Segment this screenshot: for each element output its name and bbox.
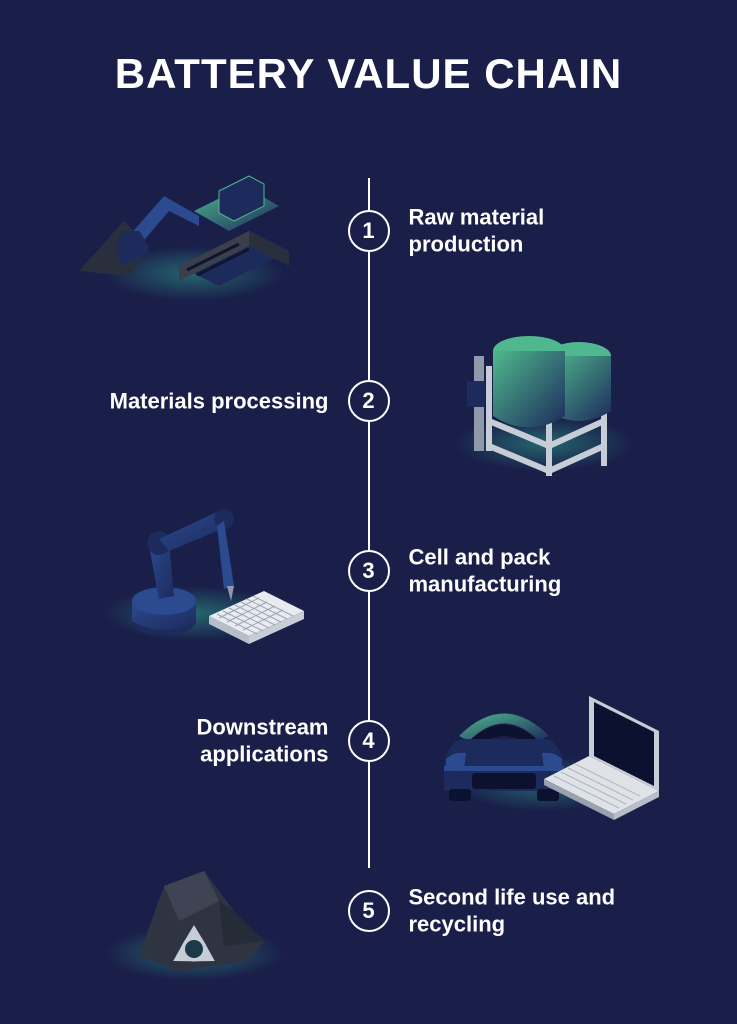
step-label: Second life use and recycling [409, 883, 659, 938]
step-label: Downstream applications [79, 713, 329, 768]
step-4: Downstream applications 4 [0, 653, 737, 828]
step-badge: 4 [348, 720, 390, 762]
step-badge: 1 [348, 210, 390, 252]
page-title: BATTERY VALUE CHAIN [0, 0, 737, 98]
step-badge: 2 [348, 380, 390, 422]
car-laptop-icon [419, 661, 669, 821]
recycle-icon [69, 831, 319, 991]
value-chain: 1 Raw material production Materials proc… [0, 143, 737, 963]
step-label: Cell and pack manufacturing [409, 543, 659, 598]
step-badge: 3 [348, 550, 390, 592]
step-1: 1 Raw material production [0, 143, 737, 318]
step-5: 5 Second life use and recycling [0, 823, 737, 998]
step-2: Materials processing 2 [0, 313, 737, 488]
robot-arm-icon [69, 491, 319, 651]
silos-icon [419, 321, 669, 481]
step-label: Raw material production [409, 203, 659, 258]
excavator-icon [69, 151, 319, 311]
step-badge: 5 [348, 890, 390, 932]
step-3: 3 Cell and pack manufacturing [0, 483, 737, 658]
step-label: Materials processing [79, 387, 329, 415]
